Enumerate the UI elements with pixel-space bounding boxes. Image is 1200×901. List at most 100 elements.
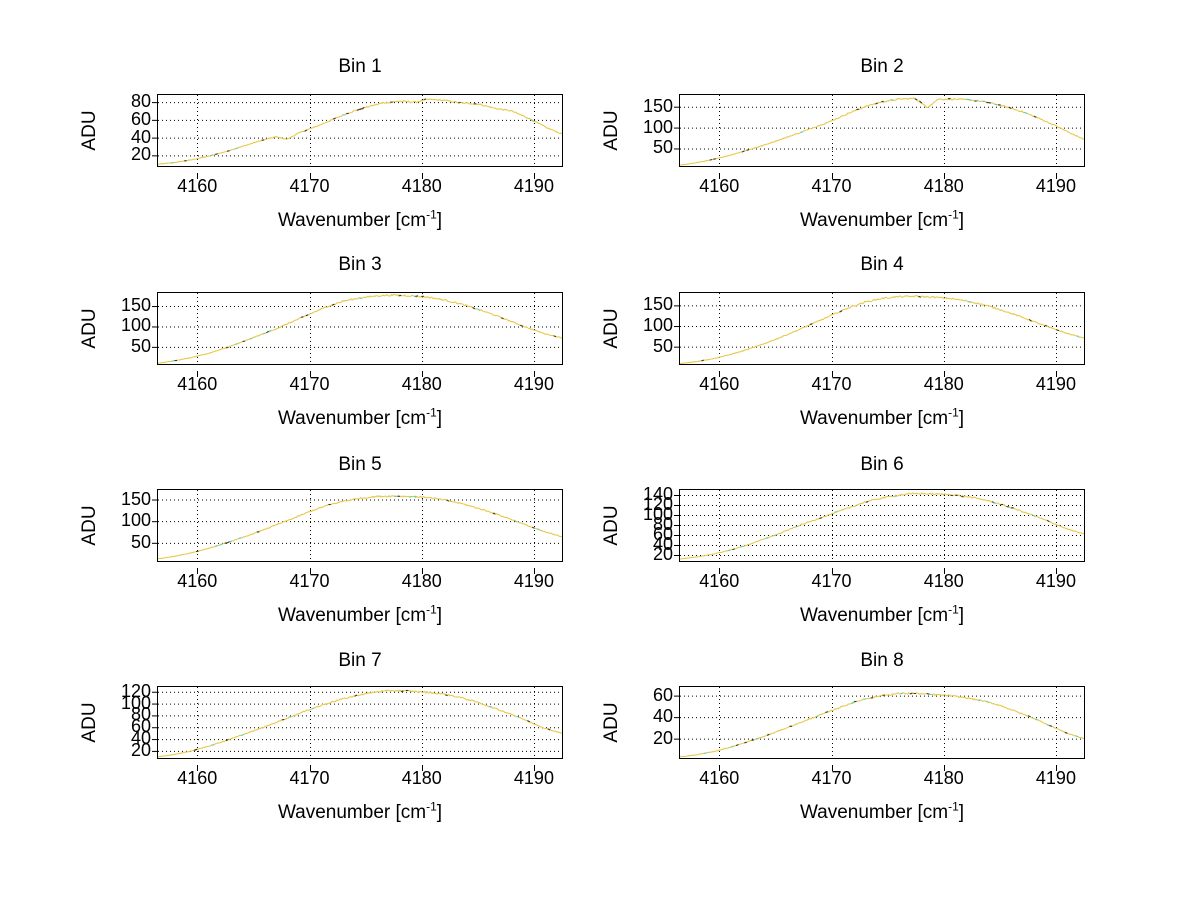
y-tick-label: 60 bbox=[652, 524, 673, 544]
y-tick-labels-1: 20 40 60 80 bbox=[93, 91, 151, 167]
y-tick-label: 40 bbox=[652, 706, 673, 727]
x-tick-label: 4170 bbox=[289, 176, 330, 196]
x-axis-label-text: Wavenumber [cm bbox=[799, 408, 949, 429]
x-axis-label-text: Wavenumber [cm bbox=[799, 802, 949, 823]
y-axis-label-5: ADU bbox=[78, 504, 100, 546]
panel-title-6: Bin 6 bbox=[860, 454, 904, 475]
axes-box-2 bbox=[679, 94, 1085, 167]
y-tick-label: 50 bbox=[130, 335, 151, 356]
y-tick-label: 50 bbox=[130, 531, 151, 552]
y-tick-label: 100 bbox=[120, 315, 151, 336]
x-tick-marks-4 bbox=[679, 364, 1085, 377]
y-tick-labels-3: 50 100 150 bbox=[93, 292, 151, 365]
panel-title-3: Bin 3 bbox=[338, 254, 382, 275]
x-tick-label: 4180 bbox=[923, 768, 964, 788]
y-tick-label: 20 bbox=[130, 739, 151, 760]
x-tick-label: 4170 bbox=[289, 374, 330, 394]
x-axis-label-exponent: -1 bbox=[948, 405, 959, 420]
y-tick-label: 100 bbox=[642, 116, 673, 137]
x-tick-marks-1 bbox=[157, 166, 563, 179]
x-axis-label-bracket: ] bbox=[958, 210, 965, 231]
y-tick-label: 120 bbox=[642, 494, 673, 514]
y-tick-label: 150 bbox=[120, 295, 151, 316]
x-tick-label: 4170 bbox=[811, 176, 852, 196]
y-tick-label: 80 bbox=[652, 514, 673, 534]
x-axis-label-text: Wavenumber [cm bbox=[277, 605, 427, 626]
y-tick-labels-7: 20 40 60 80 100 120 bbox=[93, 682, 151, 760]
x-tick-marks-2 bbox=[679, 166, 1085, 179]
x-axis-label-bracket: ] bbox=[436, 408, 443, 429]
y-axis-label-2: ADU bbox=[600, 109, 622, 151]
y-tick-label: 60 bbox=[130, 108, 151, 129]
y-tick-label: 100 bbox=[642, 315, 673, 336]
y-tick-label: 50 bbox=[652, 137, 673, 158]
axes-box-6 bbox=[679, 489, 1085, 562]
x-tick-marks-5 bbox=[157, 561, 563, 574]
y-tick-label: 140 bbox=[642, 484, 673, 504]
y-tick-labels-6: 20 40 60 80 100 120 140 bbox=[615, 485, 673, 564]
axes-box-7 bbox=[157, 686, 563, 759]
axes-box-1 bbox=[157, 94, 563, 167]
y-tick-marks-6 bbox=[673, 489, 680, 562]
y-tick-label: 60 bbox=[652, 684, 673, 705]
x-tick-label: 4180 bbox=[401, 176, 442, 196]
y-tick-label: 100 bbox=[642, 504, 673, 524]
x-tick-label: 4190 bbox=[513, 374, 554, 394]
panel-title-2: Bin 2 bbox=[860, 56, 904, 77]
x-tick-label: 4190 bbox=[1035, 768, 1076, 788]
x-axis-label-exponent: -1 bbox=[426, 602, 437, 617]
x-tick-label: 4190 bbox=[513, 571, 554, 591]
y-tick-marks-3 bbox=[151, 292, 158, 365]
x-tick-label: 4180 bbox=[923, 374, 964, 394]
y-tick-label: 100 bbox=[120, 510, 151, 531]
y-tick-marks-7 bbox=[151, 686, 158, 759]
y-axis-label-3: ADU bbox=[78, 307, 100, 349]
x-axis-label-7: Wavenumber [cm-1] bbox=[117, 801, 603, 823]
x-axis-label-text: Wavenumber [cm bbox=[799, 210, 949, 231]
y-tick-label: 120 bbox=[120, 680, 151, 701]
panel-title-4: Bin 4 bbox=[860, 254, 904, 275]
y-tick-label: 80 bbox=[130, 704, 151, 725]
y-tick-labels-5: 50 100 150 bbox=[93, 489, 151, 562]
x-axis-label-text: Wavenumber [cm bbox=[277, 802, 427, 823]
y-axis-label-4: ADU bbox=[600, 307, 622, 349]
x-axis-label-bracket: ] bbox=[958, 408, 965, 429]
x-tick-label: 4160 bbox=[177, 768, 218, 788]
y-tick-label: 20 bbox=[652, 727, 673, 748]
x-axis-label-bracket: ] bbox=[958, 605, 965, 626]
y-axis-label-6: ADU bbox=[600, 504, 622, 546]
y-tick-label: 150 bbox=[642, 294, 673, 315]
y-tick-label: 60 bbox=[130, 716, 151, 737]
x-tick-marks-7 bbox=[157, 758, 563, 771]
x-tick-label: 4160 bbox=[699, 571, 740, 591]
axes-box-4 bbox=[679, 292, 1085, 365]
y-tick-labels-8: 20 40 60 bbox=[615, 686, 673, 759]
y-tick-label: 40 bbox=[652, 534, 673, 554]
x-tick-marks-3 bbox=[157, 364, 563, 377]
x-tick-label: 4180 bbox=[923, 571, 964, 591]
axes-box-5 bbox=[157, 489, 563, 562]
y-tick-label: 20 bbox=[652, 544, 673, 564]
y-tick-label: 40 bbox=[130, 126, 151, 147]
x-tick-label: 4170 bbox=[811, 374, 852, 394]
y-tick-marks-1 bbox=[151, 94, 158, 167]
x-axis-label-6: Wavenumber [cm-1] bbox=[639, 604, 1125, 626]
y-tick-label: 40 bbox=[130, 728, 151, 749]
axes-box-8 bbox=[679, 686, 1085, 759]
y-tick-marks-4 bbox=[673, 292, 680, 365]
y-tick-label: 150 bbox=[120, 488, 151, 509]
x-axis-label-text: Wavenumber [cm bbox=[799, 605, 949, 626]
panel-title-5: Bin 5 bbox=[338, 454, 382, 475]
y-tick-label: 80 bbox=[130, 91, 151, 112]
x-axis-label-bracket: ] bbox=[436, 210, 443, 231]
y-tick-marks-5 bbox=[151, 489, 158, 562]
x-tick-label: 4190 bbox=[1035, 374, 1076, 394]
x-tick-label: 4190 bbox=[513, 176, 554, 196]
x-tick-label: 4180 bbox=[923, 176, 964, 196]
